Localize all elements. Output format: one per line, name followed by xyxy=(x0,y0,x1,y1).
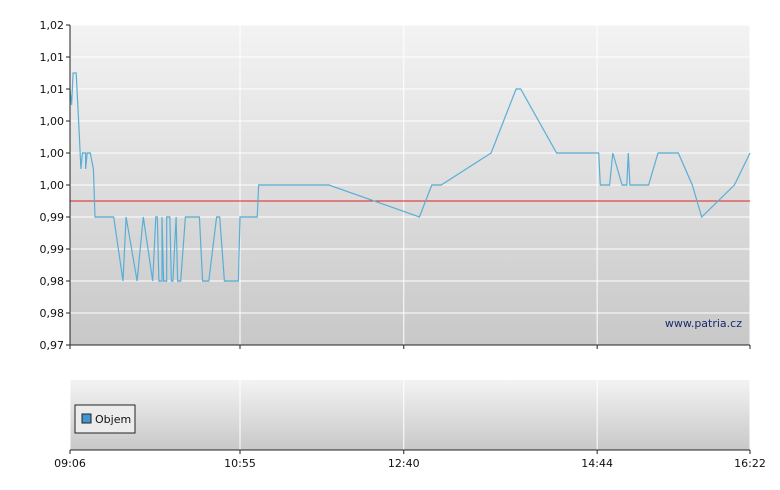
volume-plot: Objem xyxy=(69,380,751,451)
y-tick-label: 1,02 xyxy=(40,19,65,32)
y-tick-label: 1,00 xyxy=(40,115,65,128)
legend-label-objem: Objem xyxy=(95,413,131,426)
volume-plot-background xyxy=(70,380,750,450)
watermark: www.patria.cz xyxy=(665,317,742,330)
y-tick-label: 0,99 xyxy=(40,211,65,224)
y-axis-ticks: 1,02 1,01 1,01 1,00 1,00 1,00 0,99 0,99 0,98 0,98… xyxy=(40,19,70,352)
y-tick-label: 0,99 xyxy=(40,243,65,256)
y-tick-label: 0,97 xyxy=(40,339,65,352)
x-tick-label: 14:44 xyxy=(581,457,613,470)
x-axis-ticks: 09:06 10:55 12:40 14:44 16:22 xyxy=(54,345,766,470)
x-tick-label: 16:22 xyxy=(734,457,766,470)
y-tick-label: 0,98 xyxy=(40,275,65,288)
price-series-line xyxy=(69,72,751,282)
x-tick-label: 09:06 xyxy=(54,457,86,470)
legend-swatch-objem xyxy=(81,413,92,424)
volume-legend: Objem xyxy=(74,404,136,434)
price-plot: 1,02 1,01 1,01 1,00 1,00 1,00 0,99 0,99 0,98 0,98… xyxy=(40,19,751,352)
x-tick-label: 10:55 xyxy=(224,457,256,470)
volume-grid xyxy=(69,380,751,450)
y-tick-label: 1,00 xyxy=(40,147,65,160)
y-tick-label: 1,00 xyxy=(40,179,65,192)
y-tick-label: 1,01 xyxy=(40,83,65,96)
y-tick-label: 0,98 xyxy=(40,307,65,320)
y-tick-label: 1,01 xyxy=(40,51,65,64)
x-tick-label: 12:40 xyxy=(388,457,420,470)
